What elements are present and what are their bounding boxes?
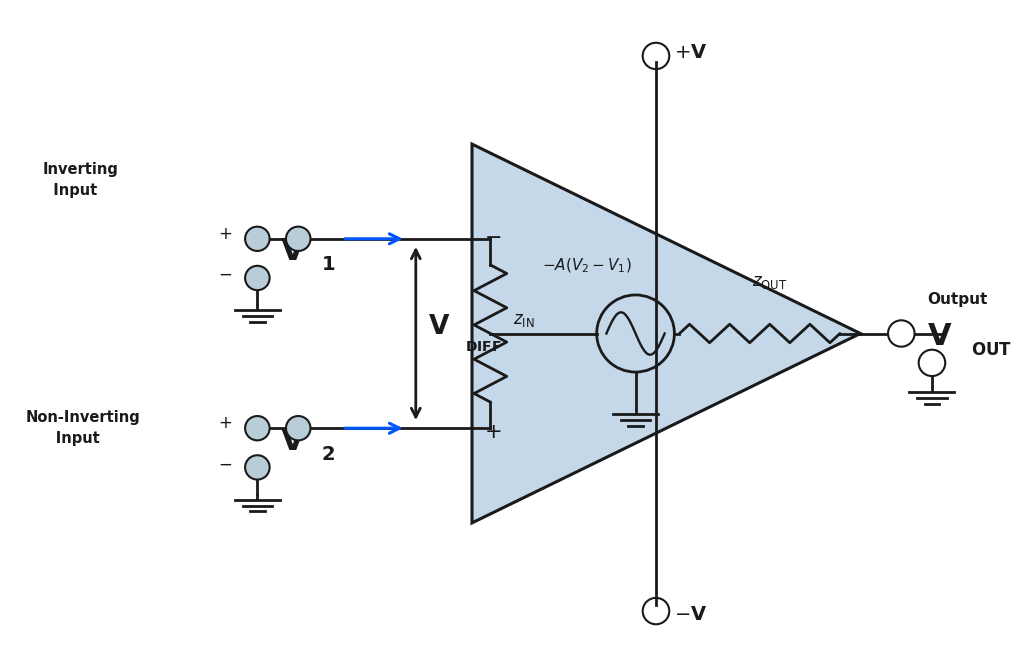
Text: $-$: $-$ xyxy=(218,454,232,472)
Ellipse shape xyxy=(246,266,269,290)
Ellipse shape xyxy=(642,43,669,69)
Ellipse shape xyxy=(642,598,669,624)
Text: $+\mathbf{V}$: $+\mathbf{V}$ xyxy=(674,43,708,62)
Ellipse shape xyxy=(286,416,311,440)
Ellipse shape xyxy=(919,350,945,376)
Text: $\mathbf{OUT}$: $\mathbf{OUT}$ xyxy=(971,341,1012,359)
Text: $-\mathbf{V}$: $-\mathbf{V}$ xyxy=(674,605,708,624)
Text: $z_\mathrm{OUT}$: $z_\mathrm{OUT}$ xyxy=(752,273,787,291)
Text: $\mathbf{V}$: $\mathbf{V}$ xyxy=(927,322,952,352)
Text: $-$: $-$ xyxy=(484,226,501,246)
Text: Output: Output xyxy=(927,292,987,307)
Polygon shape xyxy=(472,144,861,523)
Text: $-$: $-$ xyxy=(218,265,232,283)
Text: $-A(V_2 - V_1)$: $-A(V_2 - V_1)$ xyxy=(542,256,631,275)
Text: $\mathbf{V}$: $\mathbf{V}$ xyxy=(280,237,306,266)
Text: $\mathbf{V}$: $\mathbf{V}$ xyxy=(280,427,306,456)
Text: Non-Inverting
      Input: Non-Inverting Input xyxy=(25,410,140,446)
Ellipse shape xyxy=(286,227,311,251)
Ellipse shape xyxy=(246,455,269,480)
Ellipse shape xyxy=(246,416,269,440)
Text: $+$: $+$ xyxy=(218,225,232,243)
Text: Inverting
  Input: Inverting Input xyxy=(42,162,118,198)
Text: $+$: $+$ xyxy=(218,414,232,432)
Text: $\mathbf{1}$: $\mathbf{1}$ xyxy=(321,255,335,274)
Text: $\mathbf{V}$: $\mathbf{V}$ xyxy=(428,314,451,340)
Text: $z_\mathrm{IN}$: $z_\mathrm{IN}$ xyxy=(513,311,535,329)
Text: $\mathbf{2}$: $\mathbf{2}$ xyxy=(321,445,335,464)
Ellipse shape xyxy=(246,227,269,251)
Text: $\mathbf{DIFF}$: $\mathbf{DIFF}$ xyxy=(465,340,501,354)
Text: $+$: $+$ xyxy=(484,422,501,442)
Ellipse shape xyxy=(888,320,915,347)
